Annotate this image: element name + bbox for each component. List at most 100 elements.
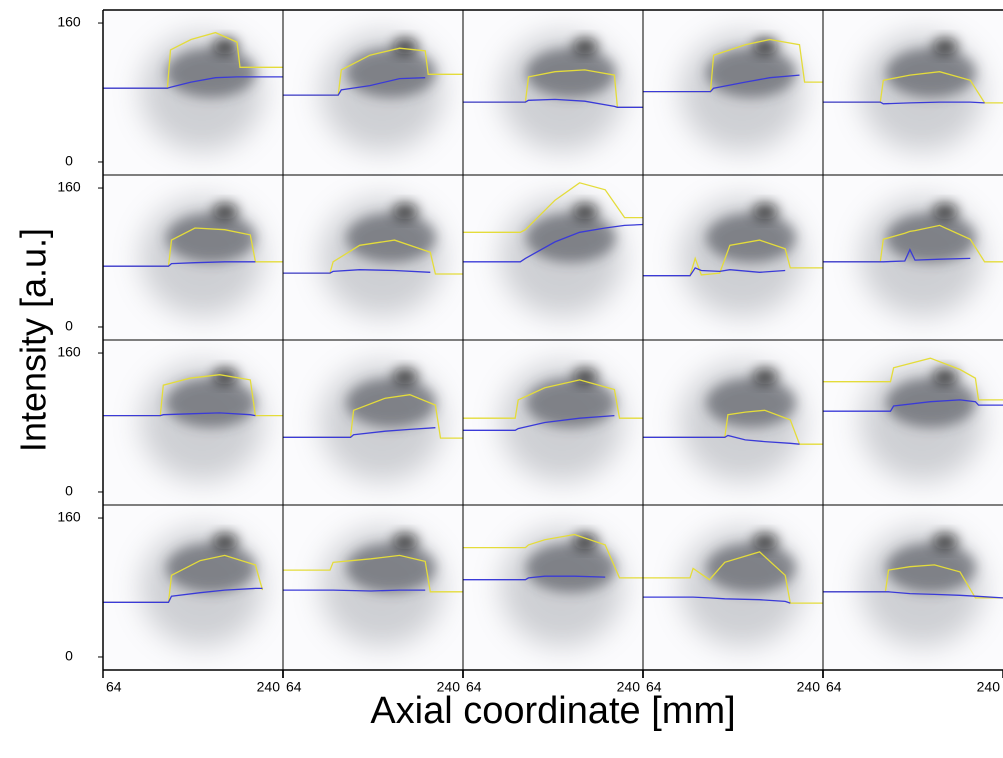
x-tick-label: 64 [646, 679, 662, 695]
intensity-core [526, 542, 616, 593]
intensity-image [320, 198, 444, 317]
intensity-line [103, 261, 256, 267]
intensity-core [166, 212, 256, 263]
intensity-image [860, 198, 984, 317]
intensity-line [823, 248, 971, 263]
intensity-line [643, 596, 791, 604]
intensity-image [680, 528, 804, 647]
intensity-line [463, 575, 606, 581]
intensity-core [706, 542, 796, 593]
intensity-core [886, 212, 976, 263]
intensity-peak [392, 533, 418, 550]
y-tick-label: 0 [65, 318, 73, 334]
y-tick-label: 160 [57, 509, 81, 525]
panel [103, 198, 283, 317]
intensity-peak [392, 38, 418, 55]
intensity-line [643, 239, 823, 277]
intensity-core [706, 212, 796, 263]
panel [823, 528, 1003, 647]
intensity-core [166, 47, 256, 98]
intensity-peak [752, 533, 779, 550]
panel [823, 198, 1003, 317]
y-tick-label: 160 [57, 14, 81, 30]
intensity-peak [932, 368, 959, 385]
intensity-image [140, 33, 264, 152]
intensity-line [643, 38, 823, 93]
intensity-line [103, 76, 283, 89]
intensity-core [706, 47, 796, 98]
intensity-line [463, 98, 643, 108]
panel [823, 357, 1003, 482]
intensity-line [463, 379, 643, 419]
panel [283, 198, 463, 317]
panel [823, 33, 1003, 152]
intensity-image [500, 33, 624, 152]
panel [643, 528, 823, 647]
intensity-core [166, 377, 256, 428]
intensity-line [463, 414, 615, 431]
intensity-image [140, 363, 264, 482]
intensity-peak [572, 533, 599, 550]
x-tick-label: 64 [826, 679, 842, 695]
panel [463, 182, 643, 317]
intensity-line [643, 267, 786, 277]
intensity-image [860, 33, 984, 152]
intensity-line [823, 399, 1003, 412]
intensity-image [500, 198, 624, 317]
panel [463, 33, 643, 152]
y-axis-title: Intensity [a.u.] [13, 228, 54, 452]
intensity-image [500, 363, 624, 482]
intensity-line [283, 394, 463, 439]
intensity-peak [392, 368, 418, 385]
intensity-image [320, 528, 444, 647]
intensity-image [860, 363, 984, 482]
intensity-line [823, 591, 1003, 599]
y-tick-label: 0 [65, 153, 73, 169]
intensity-line [823, 564, 1003, 599]
intensity-peak [212, 203, 238, 220]
intensity-line [643, 551, 823, 604]
intensity-line [463, 223, 643, 263]
intensity-peak [212, 38, 238, 55]
intensity-peak [932, 203, 959, 220]
intensity-line [463, 182, 643, 233]
panel [463, 528, 643, 647]
x-tick-label: 240 [797, 679, 821, 695]
intensity-core [526, 47, 616, 98]
panel [103, 528, 264, 647]
intensity-core [706, 377, 796, 428]
intensity-core [526, 212, 616, 263]
intensity-line [283, 589, 426, 592]
intensity-core [886, 542, 976, 593]
x-tick-label: 240 [437, 679, 461, 695]
intensity-line [283, 269, 431, 274]
intensity-line [283, 554, 463, 593]
intensity-line [103, 374, 283, 417]
intensity-peak [572, 38, 599, 55]
panel [283, 363, 463, 482]
intensity-peak [392, 203, 418, 220]
intensity-line [463, 69, 643, 108]
panel [283, 33, 463, 152]
intensity-line [463, 533, 643, 579]
x-tick-label: 240 [257, 679, 281, 695]
intensity-peak [752, 368, 779, 385]
intensity-image [860, 528, 984, 647]
intensity-line [823, 224, 1003, 263]
intensity-line [103, 31, 283, 89]
intensity-image [500, 528, 624, 647]
y-tick-label: 0 [65, 483, 73, 499]
intensity-core [346, 47, 436, 98]
frame: 0 160 0 160 0 160 0 160 64 240 64 240 64 240 64 240 64 24… [57, 9, 1003, 695]
intensity-line [283, 427, 436, 438]
intensity-line [283, 47, 463, 96]
y-tick-label: 160 [57, 179, 81, 195]
intensity-line [643, 434, 800, 445]
intensity-core [346, 377, 436, 428]
panel [283, 528, 463, 647]
intensity-image [680, 363, 804, 482]
intensity-line [103, 412, 256, 417]
intensity-peak [752, 203, 779, 220]
x-tick-label: 240 [617, 679, 641, 695]
